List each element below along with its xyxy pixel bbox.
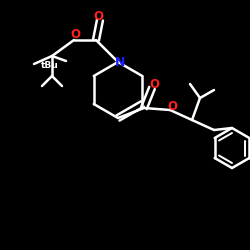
Text: O: O — [93, 10, 103, 22]
Text: tBu: tBu — [41, 62, 59, 70]
Text: O: O — [149, 78, 159, 90]
Text: N: N — [115, 56, 125, 68]
Text: O: O — [70, 28, 80, 42]
Text: O: O — [167, 100, 177, 112]
